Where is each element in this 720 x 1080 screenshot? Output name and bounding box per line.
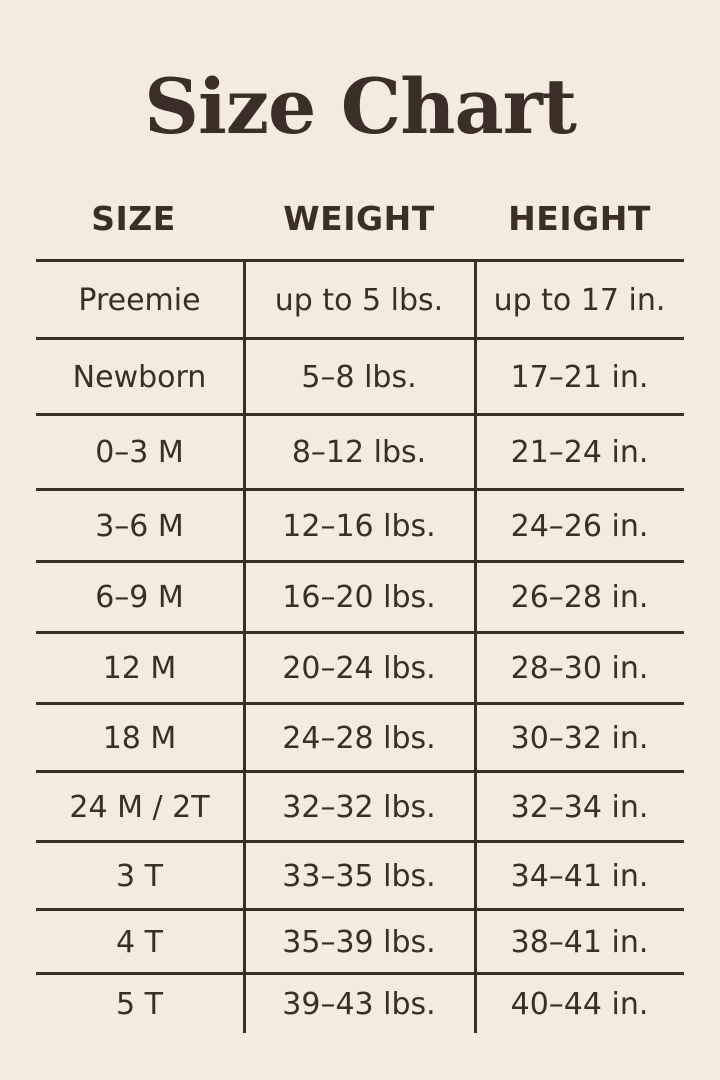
cell-height: 26–28 in. xyxy=(510,580,649,615)
row-divider xyxy=(36,908,684,911)
cell-weight: 24–28 lbs. xyxy=(282,720,436,756)
cell-height: up to 17 in. xyxy=(493,282,666,318)
row-divider xyxy=(36,259,684,262)
cell-weight: 5–8 lbs. xyxy=(301,359,417,395)
cell-weight: 32–32 lbs. xyxy=(282,789,436,825)
column-divider xyxy=(243,260,246,1033)
column-header-height: HEIGHT xyxy=(508,199,651,238)
row-divider xyxy=(36,702,684,705)
row-divider xyxy=(36,413,684,416)
cell-weight: 20–24 lbs. xyxy=(282,651,436,686)
cell-weight: 35–39 lbs. xyxy=(282,924,436,960)
row-divider xyxy=(36,770,684,773)
cell-size: 0–3 M xyxy=(95,435,184,470)
row-divider xyxy=(36,631,684,634)
column-header-size: SIZE xyxy=(91,199,176,238)
cell-height: 32–34 in. xyxy=(510,789,649,825)
row-divider xyxy=(36,488,684,491)
column-divider xyxy=(474,260,477,1033)
cell-weight: up to 5 lbs. xyxy=(274,282,444,318)
cell-size: Preemie xyxy=(78,282,201,318)
cell-size: 6–9 M xyxy=(95,580,184,615)
cell-size: 18 M xyxy=(102,720,177,756)
cell-size: 5 T xyxy=(116,986,163,1022)
row-divider xyxy=(36,840,684,843)
cell-height: 28–30 in. xyxy=(510,651,649,686)
row-divider xyxy=(36,560,684,563)
cell-height: 17–21 in. xyxy=(510,359,649,395)
cell-size: 3 T xyxy=(116,858,163,894)
cell-size: 24 M / 2T xyxy=(69,789,210,825)
cell-height: 38–41 in. xyxy=(510,924,649,960)
cell-weight: 33–35 lbs. xyxy=(282,858,436,894)
cell-size: 4 T xyxy=(116,924,163,960)
page-title: Size Chart xyxy=(144,62,577,151)
column-header-weight: WEIGHT xyxy=(283,199,435,238)
cell-size: 3–6 M xyxy=(95,508,184,544)
cell-size: 12 M xyxy=(102,651,177,686)
row-divider xyxy=(36,972,684,975)
cell-size: Newborn xyxy=(72,359,207,395)
cell-weight: 12–16 lbs. xyxy=(282,508,436,544)
cell-height: 24–26 in. xyxy=(510,508,649,544)
cell-weight: 16–20 lbs. xyxy=(282,580,436,615)
row-divider xyxy=(36,337,684,340)
cell-height: 30–32 in. xyxy=(510,720,649,756)
cell-height: 21–24 in. xyxy=(510,435,649,470)
cell-weight: 8–12 lbs. xyxy=(291,435,427,470)
cell-weight: 39–43 lbs. xyxy=(282,986,436,1022)
cell-height: 40–44 in. xyxy=(510,986,649,1022)
cell-height: 34–41 in. xyxy=(510,858,649,894)
